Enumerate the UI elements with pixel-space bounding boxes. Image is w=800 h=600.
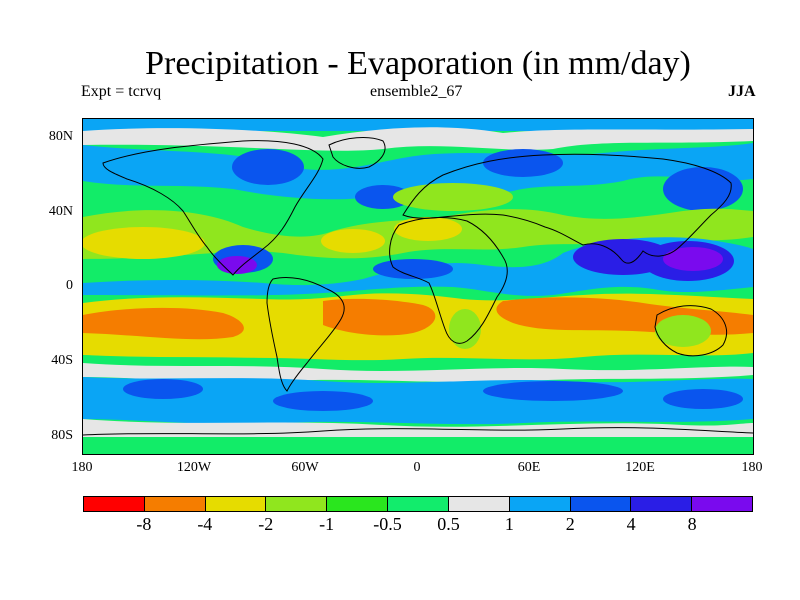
colorbar-swatch-2 <box>205 497 267 511</box>
colorbar-swatch-3 <box>266 497 328 511</box>
lon-tick-180e: 180 <box>741 460 763 475</box>
coastline-north-america <box>102 140 324 276</box>
colorbar <box>83 496 753 512</box>
lon-tick-120e: 120E <box>625 460 655 475</box>
colorbar-swatch-4 <box>327 497 389 511</box>
field-natl-yellow <box>321 229 385 253</box>
colorbar-swatch-1 <box>144 497 206 511</box>
lat-tick-80s: 80S <box>51 428 73 443</box>
lon-tick-60w: 60W <box>291 460 319 475</box>
field-africa-itcz <box>373 259 453 279</box>
colorbar-swatch-7 <box>509 497 571 511</box>
season-label: JJA <box>728 83 756 100</box>
field-so-deep-blue-1 <box>123 379 203 399</box>
field-natl-blue <box>355 185 411 209</box>
field-sahara-yellow <box>394 217 462 241</box>
lat-tick-40s: 40S <box>51 353 73 368</box>
coastlines <box>83 137 753 436</box>
coastline-greenland <box>328 137 386 169</box>
colorbar-swatch-9 <box>631 497 693 511</box>
lat-tick-80n: 80N <box>48 129 73 144</box>
coastline-antarctica <box>83 427 753 436</box>
lat-tick-40n: 40N <box>48 204 73 219</box>
field-high-lat-blue <box>83 143 753 200</box>
colorbar-label: -8 <box>136 514 152 534</box>
colorbar-label: 8 <box>687 514 697 534</box>
lon-tick-0: 0 <box>413 460 421 475</box>
field-arctic-grey <box>83 127 753 151</box>
plot-title: Precipitation - Evaporation (in mm/day) <box>145 45 691 82</box>
coastline-south-america <box>266 276 345 392</box>
field-antarctic-green <box>83 437 753 454</box>
colorbar-label: 4 <box>626 514 636 534</box>
field-safrica-lime <box>449 309 481 349</box>
field-spac-orange <box>83 307 244 340</box>
lon-tick-180w: 180 <box>71 460 93 475</box>
field-antarctic-grey <box>83 419 753 437</box>
coastline-eurasia <box>402 153 732 264</box>
experiment-label: Expt = tcrvq <box>81 83 162 100</box>
ensemble-label: ensemble2_67 <box>370 83 463 100</box>
precipitation-evaporation-field <box>83 119 753 454</box>
map-panel <box>82 118 754 455</box>
field-arctic-band <box>83 119 753 131</box>
field-so-deep-blue-4 <box>663 389 743 409</box>
colorbar-label: 1 <box>504 514 514 534</box>
colorbar-label: -4 <box>197 514 213 534</box>
colorbar-label: 0.5 <box>437 514 460 534</box>
colorbar-swatch-6 <box>448 497 510 511</box>
colorbar-label: -0.5 <box>373 514 402 534</box>
field-satl-orange <box>323 298 436 336</box>
coastline-australia <box>654 305 727 357</box>
field-europe-green <box>393 183 513 211</box>
colorbar-label: -1 <box>319 514 335 534</box>
field-wpac-purple <box>663 247 723 271</box>
colorbar-swatch-10 <box>692 497 752 511</box>
colorbar-swatch-0 <box>84 497 145 511</box>
field-so-deep-blue-2 <box>273 391 373 411</box>
field-smid-grey <box>83 363 753 383</box>
colorbar-swatch-5 <box>388 497 449 511</box>
field-siberia-blue <box>483 149 563 177</box>
lon-tick-60e: 60E <box>517 460 541 475</box>
lat-tick-0: 0 <box>66 278 73 293</box>
coastline-africa <box>389 217 508 344</box>
field-npac-blue <box>663 167 743 211</box>
field-canada-blue <box>232 149 304 185</box>
field-so-deep-blue-3 <box>483 381 623 401</box>
field-australia-lime <box>655 315 711 347</box>
colorbar-label: 2 <box>565 514 575 534</box>
colorbar-swatch-8 <box>570 497 632 511</box>
colorbar-label: -2 <box>258 514 274 534</box>
field-npac-yellow <box>83 227 205 259</box>
lon-tick-120w: 120W <box>176 460 212 475</box>
